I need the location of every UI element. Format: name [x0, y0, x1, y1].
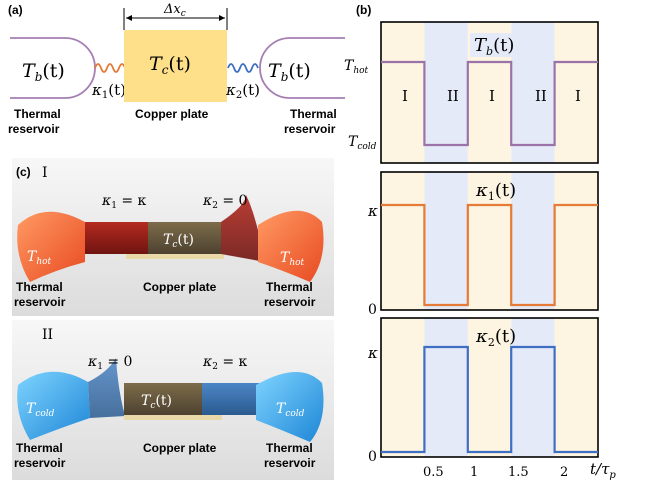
panel-a-tag: (a) [8, 3, 23, 17]
state-II-label: II [42, 327, 53, 343]
phase-label-5: I [575, 87, 581, 105]
left-reservoir-outline [10, 37, 96, 99]
sub1-step-line [381, 60, 598, 147]
I-right-caption-1: Thermal [266, 280, 313, 294]
II-plate-label: Tc(t) [141, 393, 172, 411]
I-k2-label: κ2 = 0 [202, 193, 247, 211]
I-plate-label: Tc(t) [163, 232, 194, 250]
left-reservoir-label: Tb(t) [22, 60, 65, 84]
left-reservoir-caption-2: reservoir [8, 122, 60, 136]
sub1-phase-band-1 [381, 22, 425, 163]
sub3-step-line [381, 345, 598, 454]
sub3-phase-band-4 [511, 318, 555, 457]
sub1-phase-band-5 [554, 22, 598, 163]
panel-b: (b) Tb(t) κ1(t) κ2(t) Thot Tcold κ 0 κ 0… [344, 3, 616, 481]
panel-b-plots [380, 21, 599, 458]
kappa2-t-label: κ2(t) [225, 81, 260, 101]
I-left-caption-2: reservoir [14, 295, 66, 309]
I-k1-label: κ1 = κ [101, 193, 147, 211]
sub3-frame [380, 317, 599, 458]
I-link-k2-detached [221, 195, 265, 262]
sub1-phase-band-2 [424, 22, 468, 163]
panel-c-tag: (c) [16, 165, 31, 179]
right-reservoir-outline [259, 37, 345, 99]
II-k1-label: κ1 = 0 [87, 354, 132, 372]
x-tick-2: 2 [560, 465, 568, 480]
II-link-k1-detached [88, 358, 125, 418]
panel-a: (a) Tb(t) κ1(t) Tc(t) Δxc κ2(t) Tb(t) Th… [8, 2, 345, 136]
sub2-phase-band-2 [424, 172, 468, 310]
I-left-caption-1: Thermal [16, 280, 63, 294]
II-k2-label: κ2 = κ [202, 354, 248, 372]
copper-plate-caption: Copper plate [135, 107, 209, 121]
sub2-frame [380, 171, 599, 311]
I-right-caption-2: reservoir [264, 295, 316, 309]
panel-c: (c) I Thot Tc(t) Thot κ1 = κ κ2 = 0 Ther… [12, 158, 334, 480]
right-reservoir-label: Tb(t) [268, 60, 311, 84]
II-left-caption-1: Thermal [16, 441, 63, 455]
I-left-hot-label: Thot [27, 249, 52, 267]
sub2-y-top: κ [367, 202, 378, 220]
copper-plate-box [124, 30, 227, 102]
state-I-label: I [42, 165, 48, 181]
sub2-phase-band-5 [554, 172, 598, 310]
x-tick-1.5: 1.5 [508, 465, 529, 480]
II-left-caption-2: reservoir [14, 456, 66, 470]
sub2-phase-band-3 [467, 172, 512, 310]
sub3-phase-band-2 [424, 318, 468, 457]
II-copper-plate [124, 383, 202, 415]
sub2-title: κ1(t) [475, 180, 516, 203]
dx-arrowhead-left [126, 15, 132, 21]
sub2-phase-band-4 [511, 172, 555, 310]
I-copper-plate [148, 222, 221, 254]
II-left-cold-label: Tcold [26, 401, 55, 419]
spring-1 [94, 63, 126, 73]
sub3-y-top: κ [367, 344, 378, 362]
sub2-step-line [381, 203, 598, 307]
II-link-k2 [202, 383, 262, 415]
sub2-phase-band-1 [381, 172, 425, 310]
sub2-y-zero: 0 [368, 302, 377, 318]
I-right-hot-label: Thot [280, 250, 305, 268]
sub1-title: Tb(t) [474, 35, 514, 58]
panel-b-tag: (b) [356, 3, 371, 17]
sub3-phase-band-1 [381, 318, 425, 457]
x-tick-0.5: 0.5 [423, 465, 444, 480]
II-right-cold-label: Tcold [276, 401, 305, 419]
sub3-phase-band-5 [554, 318, 598, 457]
phase-label-3: I [489, 87, 495, 105]
II-center-caption: Copper plate [143, 441, 217, 455]
copper-plate-label: Tc(t) [149, 53, 191, 77]
left-reservoir-caption-1: Thermal [14, 107, 61, 121]
dx-arrowhead-right [219, 15, 225, 21]
II-right-caption-1: Thermal [266, 441, 313, 455]
I-left-hot-reservoir [17, 211, 86, 282]
I-link-k1 [85, 222, 148, 254]
phase-label-2: II [447, 87, 459, 105]
sub3-title: κ2(t) [475, 326, 516, 349]
II-right-cold-reservoir [256, 371, 324, 442]
II-left-cold-reservoir [17, 371, 91, 440]
I-center-caption: Copper plate [143, 280, 217, 294]
phase-label-1: I [402, 87, 408, 105]
sub1-y-cold: Tcold [348, 134, 377, 152]
right-reservoir-caption-2: reservoir [284, 122, 336, 136]
phase-label-4: II [535, 87, 547, 105]
spring-2 [227, 63, 259, 73]
right-reservoir-caption-1: Thermal [290, 107, 337, 121]
sub1-y-hot: Thot [344, 58, 369, 76]
x-axis-label: t/τp [590, 460, 616, 481]
I-right-hot-reservoir [258, 210, 324, 282]
sub1-title-bg [470, 33, 524, 57]
II-plate-base [124, 415, 222, 420]
kappa1-t-label: κ1(t) [91, 81, 126, 101]
sub3-y-zero: 0 [368, 449, 377, 465]
II-right-caption-2: reservoir [264, 456, 316, 470]
x-tick-1: 1 [470, 465, 478, 480]
I-plate-base [126, 254, 224, 259]
dx-label: Δxc [163, 2, 186, 19]
sub3-phase-band-3 [467, 318, 512, 457]
sub1-frame [380, 21, 599, 164]
